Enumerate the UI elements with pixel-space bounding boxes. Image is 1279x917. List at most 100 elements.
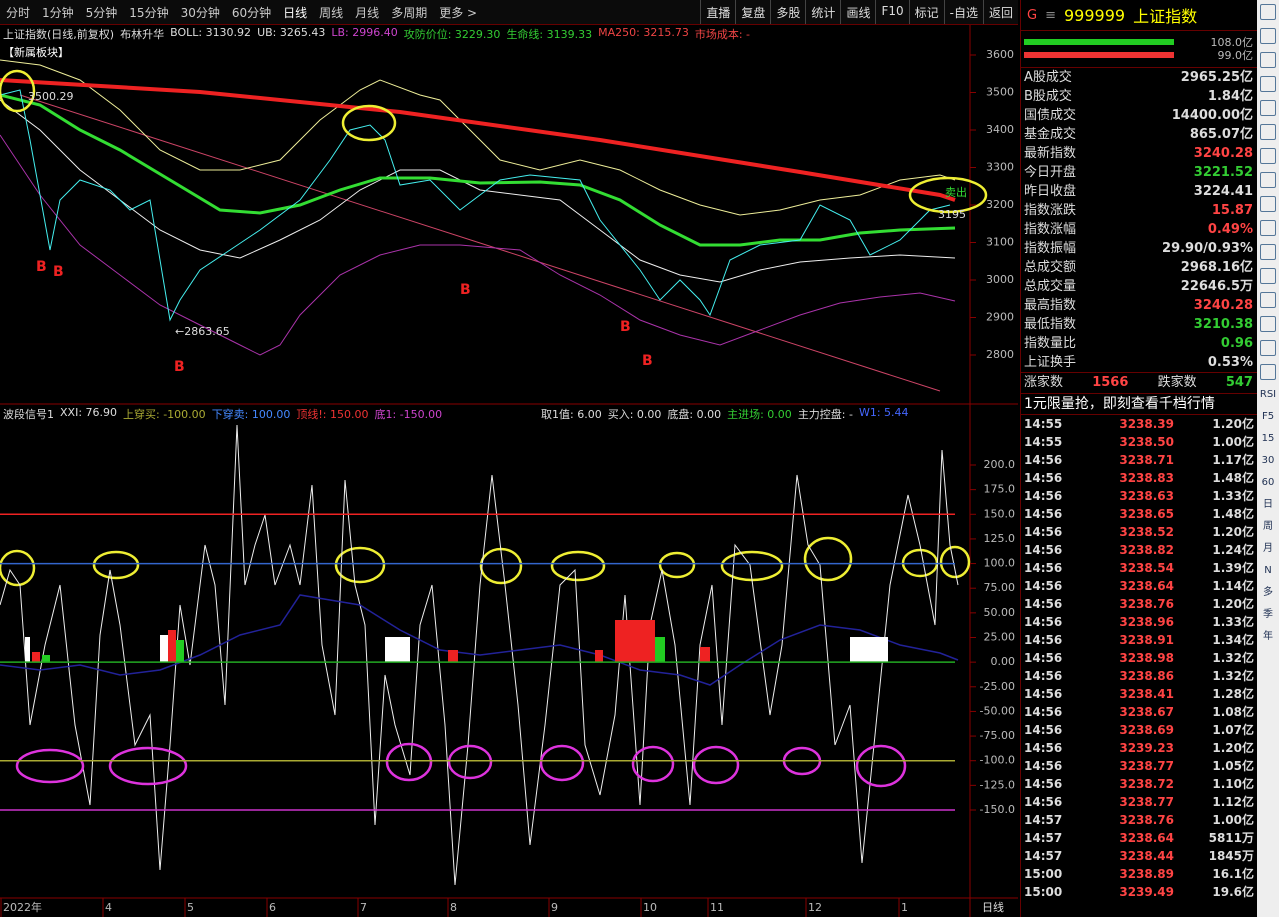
tool-icon[interactable] (1260, 292, 1276, 308)
y-tick-label: -125.0 (980, 778, 1015, 791)
y-tick-label: -25.00 (980, 680, 1015, 693)
tab[interactable]: 60分钟 (231, 5, 272, 20)
tool-icon[interactable] (1260, 148, 1276, 164)
tick-row: 14:55 3238.50 1.00亿 (1021, 433, 1257, 451)
stat-value: 2968.16亿 (1180, 260, 1253, 275)
tool-icon[interactable] (1260, 52, 1276, 68)
param: BOLL: 3130.92 (170, 26, 252, 39)
action-button[interactable]: 直播 (700, 0, 735, 24)
tick-time: 14:56 (1024, 489, 1063, 503)
tick-row: 14:56 3238.71 1.17亿 (1021, 451, 1257, 469)
action-button[interactable]: -自选 (943, 0, 983, 24)
tick-row: 14:56 3238.63 1.33亿 (1021, 487, 1257, 505)
stat-label: A股成交 (1024, 70, 1072, 85)
tick-row: 14:56 3238.41 1.28亿 (1021, 685, 1257, 703)
tick-row: 14:55 3238.39 1.20亿 (1021, 415, 1257, 433)
tool-icon[interactable] (1260, 364, 1276, 380)
tool-button[interactable]: F5 (1261, 411, 1275, 422)
stat-row: 最低指数 3210.38 (1021, 315, 1257, 334)
tool-button[interactable]: 15 (1261, 433, 1275, 444)
tool-icon[interactable] (1260, 124, 1276, 140)
tool-button[interactable]: 60 (1261, 477, 1275, 488)
y-tick-label: -75.00 (980, 729, 1015, 742)
annotation: ←2863.65 (175, 325, 230, 338)
y-tick-label: 50.00 (984, 606, 1016, 619)
tool-button[interactable]: N (1264, 565, 1272, 576)
stat-value: 3224.41 (1193, 184, 1253, 199)
tool-icon[interactable] (1260, 28, 1276, 44)
stat-value: 0.53% (1207, 355, 1253, 370)
stat-row: A股成交 2965.25亿 (1021, 68, 1257, 87)
chart-content: 3600 3500 3400 3300 3200 3100 3000 2900 2800 200.… (0, 48, 1015, 917)
tick-time: 14:56 (1024, 471, 1063, 485)
param: 底1: -150.00 (374, 408, 443, 421)
tick-row: 14:56 3238.72 1.10亿 (1021, 775, 1257, 793)
tool-button[interactable]: RSI (1259, 389, 1277, 400)
tick-price: 3238.76 (1119, 597, 1174, 611)
param: 攻防价位: 3229.30 (403, 28, 501, 41)
action-button[interactable]: 画线 (840, 0, 875, 24)
tick-row: 14:56 3238.77 1.05亿 (1021, 757, 1257, 775)
annotation: 3195 (938, 208, 966, 221)
tab[interactable]: 30分钟 (180, 5, 220, 20)
tool-button[interactable]: 日 (1263, 499, 1273, 510)
tab[interactable]: 日线 (283, 5, 308, 20)
tick-price: 3238.82 (1119, 543, 1174, 557)
down-label: 跌家数 (1157, 375, 1197, 390)
action-button[interactable]: 多股 (770, 0, 805, 24)
tick-volume: 1.00亿 (1212, 813, 1254, 827)
tick-volume: 16.1亿 (1212, 867, 1254, 881)
period-label: 日线 (982, 900, 1004, 914)
tick-time: 14:56 (1024, 687, 1063, 701)
tool-icon[interactable] (1260, 172, 1276, 188)
tool-icon[interactable] (1260, 220, 1276, 236)
tick-price: 3238.72 (1119, 777, 1174, 791)
tab[interactable]: 5分钟 (85, 5, 118, 20)
tick-time: 14:57 (1024, 849, 1063, 863)
date-label: 11 (710, 901, 724, 914)
tab[interactable]: 15分钟 (129, 5, 169, 20)
stat-row: 今日开盘 3221.52 (1021, 163, 1257, 182)
tool-button[interactable]: 年 (1263, 631, 1273, 642)
main-header: 上证指数(日线,前复权) 布林升华 BOLL: 3130.92 UB: 3265.… (3, 26, 750, 42)
tab[interactable]: 周线 (319, 5, 344, 20)
annotation: 3500.29 (28, 90, 74, 103)
tab[interactable]: 更多 > (439, 5, 478, 20)
tick-volume: 1.20亿 (1212, 741, 1254, 755)
y-tick-label: 3600 (986, 48, 1014, 61)
tool-button[interactable]: 30 (1261, 455, 1275, 466)
tab[interactable]: 多周期 (391, 5, 428, 20)
tool-icon[interactable] (1260, 76, 1276, 92)
tab[interactable]: 1分钟 (42, 5, 74, 20)
stat-value: 3221.52 (1193, 165, 1253, 180)
tab[interactable]: 分时 (6, 5, 31, 20)
tool-button[interactable]: 多 (1263, 587, 1273, 598)
tick-price: 3238.76 (1119, 813, 1174, 827)
action-button[interactable]: 标记 (908, 0, 944, 24)
action-button[interactable]: 统计 (805, 0, 840, 24)
tool-icon[interactable] (1260, 196, 1276, 212)
action-button[interactable]: 返回 (982, 0, 1018, 24)
bar-row: 108.0亿 (1021, 35, 1257, 49)
param: 买入: 0.00 (607, 408, 662, 421)
tool-icon[interactable] (1260, 4, 1276, 20)
action-button[interactable]: 复盘 (735, 0, 770, 24)
tool-icon[interactable] (1260, 268, 1276, 284)
buy-signal: B (460, 282, 471, 298)
tab[interactable]: 月线 (355, 5, 380, 20)
tick-volume: 19.6亿 (1212, 885, 1254, 899)
tool-icon[interactable] (1260, 100, 1276, 116)
menu[interactable]: ≡ (1045, 7, 1056, 23)
tool-button[interactable]: 季 (1263, 609, 1273, 620)
tool-button[interactable]: 月 (1263, 543, 1273, 554)
stat-value: 3210.38 (1193, 317, 1253, 332)
tool-button[interactable]: 周 (1263, 521, 1273, 532)
tool-icon[interactable] (1260, 316, 1276, 332)
action-button[interactable]: F10 (875, 0, 908, 24)
y-tick-label: 150.0 (984, 507, 1016, 520)
param: 主力控盘: - (797, 408, 853, 421)
tool-icon[interactable] (1260, 340, 1276, 356)
stat-row: 总成交额 2968.16亿 (1021, 258, 1257, 277)
ad-banner[interactable]: 1元限量抢，即刻查看千档行情 (1021, 393, 1257, 414)
tool-icon[interactable] (1260, 244, 1276, 260)
